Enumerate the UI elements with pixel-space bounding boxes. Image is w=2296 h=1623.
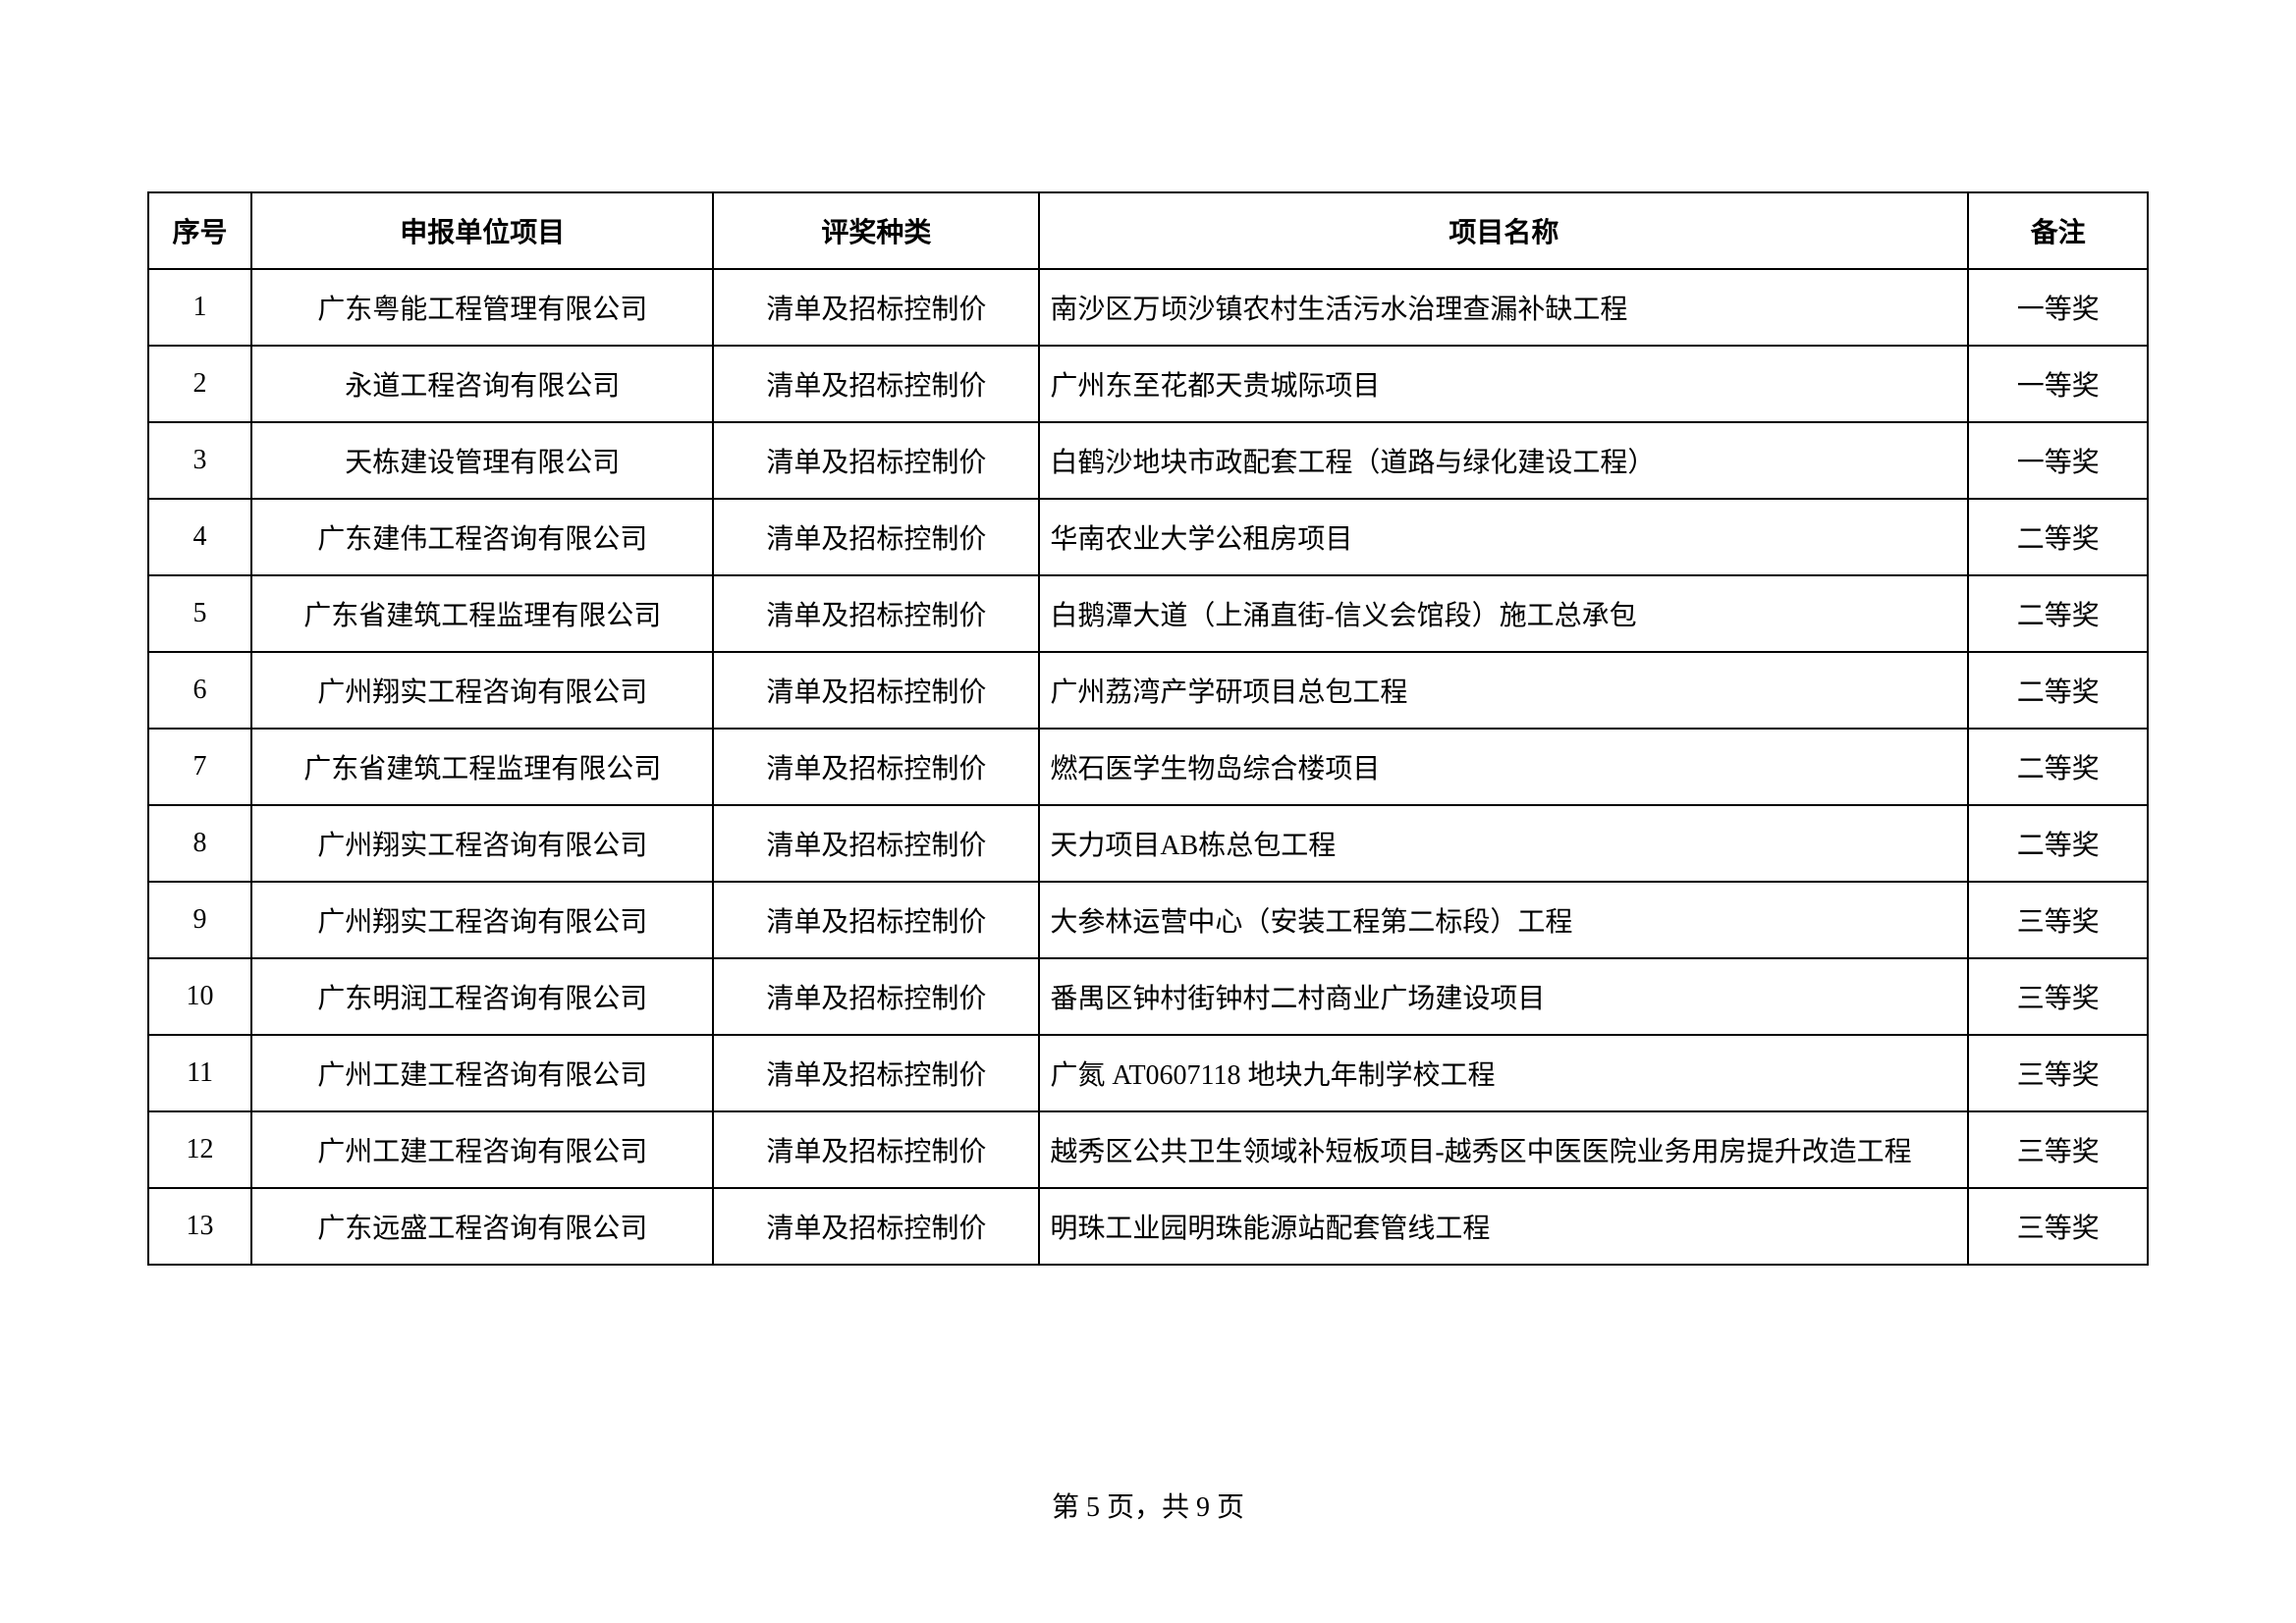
cell-company: 永道工程咨询有限公司 [251, 346, 713, 422]
cell-company: 广州工建工程咨询有限公司 [251, 1111, 713, 1188]
cell-seq: 1 [148, 269, 251, 346]
header-project: 项目名称 [1039, 192, 1968, 269]
cell-remark: 一等奖 [1968, 346, 2148, 422]
cell-remark: 二等奖 [1968, 499, 2148, 575]
cell-company: 广东建伟工程咨询有限公司 [251, 499, 713, 575]
page-container: 序号 申报单位项目 评奖种类 项目名称 备注 1 广东粤能工程管理有限公司 清单… [0, 0, 2296, 1266]
header-remark: 备注 [1968, 192, 2148, 269]
cell-remark: 二等奖 [1968, 805, 2148, 882]
cell-category: 清单及招标控制价 [713, 499, 1039, 575]
cell-project: 白鹅潭大道（上涌直街-信义会馆段）施工总承包 [1039, 575, 1968, 652]
cell-company: 天栋建设管理有限公司 [251, 422, 713, 499]
cell-remark: 二等奖 [1968, 652, 2148, 729]
cell-category: 清单及招标控制价 [713, 269, 1039, 346]
cell-remark: 二等奖 [1968, 575, 2148, 652]
cell-seq: 5 [148, 575, 251, 652]
cell-category: 清单及招标控制价 [713, 575, 1039, 652]
cell-project: 华南农业大学公租房项目 [1039, 499, 1968, 575]
cell-project: 广氮 AT0607118 地块九年制学校工程 [1039, 1035, 1968, 1111]
cell-project: 越秀区公共卫生领域补短板项目-越秀区中医医院业务用房提升改造工程 [1039, 1111, 1968, 1188]
cell-project: 明珠工业园明珠能源站配套管线工程 [1039, 1188, 1968, 1265]
table-row: 1 广东粤能工程管理有限公司 清单及招标控制价 南沙区万顷沙镇农村生活污水治理查… [148, 269, 2148, 346]
cell-project: 南沙区万顷沙镇农村生活污水治理查漏补缺工程 [1039, 269, 1968, 346]
cell-project: 燃石医学生物岛综合楼项目 [1039, 729, 1968, 805]
cell-seq: 10 [148, 958, 251, 1035]
cell-category: 清单及招标控制价 [713, 1111, 1039, 1188]
cell-seq: 11 [148, 1035, 251, 1111]
cell-seq: 12 [148, 1111, 251, 1188]
cell-company: 广东粤能工程管理有限公司 [251, 269, 713, 346]
table-row: 10 广东明润工程咨询有限公司 清单及招标控制价 番禺区钟村街钟村二村商业广场建… [148, 958, 2148, 1035]
cell-category: 清单及招标控制价 [713, 422, 1039, 499]
cell-company: 广州翔实工程咨询有限公司 [251, 882, 713, 958]
cell-category: 清单及招标控制价 [713, 805, 1039, 882]
table-row: 5 广东省建筑工程监理有限公司 清单及招标控制价 白鹅潭大道（上涌直街-信义会馆… [148, 575, 2148, 652]
table-header: 序号 申报单位项目 评奖种类 项目名称 备注 [148, 192, 2148, 269]
table-row: 3 天栋建设管理有限公司 清单及招标控制价 白鹤沙地块市政配套工程（道路与绿化建… [148, 422, 2148, 499]
cell-category: 清单及招标控制价 [713, 1188, 1039, 1265]
cell-seq: 6 [148, 652, 251, 729]
table-row: 4 广东建伟工程咨询有限公司 清单及招标控制价 华南农业大学公租房项目 二等奖 [148, 499, 2148, 575]
table-row: 11 广州工建工程咨询有限公司 清单及招标控制价 广氮 AT0607118 地块… [148, 1035, 2148, 1111]
cell-remark: 一等奖 [1968, 422, 2148, 499]
cell-seq: 2 [148, 346, 251, 422]
cell-company: 广东远盛工程咨询有限公司 [251, 1188, 713, 1265]
cell-company: 广州翔实工程咨询有限公司 [251, 652, 713, 729]
cell-category: 清单及招标控制价 [713, 652, 1039, 729]
cell-seq: 13 [148, 1188, 251, 1265]
table-row: 8 广州翔实工程咨询有限公司 清单及招标控制价 天力项目AB栋总包工程 二等奖 [148, 805, 2148, 882]
cell-remark: 三等奖 [1968, 1035, 2148, 1111]
cell-remark: 三等奖 [1968, 1188, 2148, 1265]
table-header-row: 序号 申报单位项目 评奖种类 项目名称 备注 [148, 192, 2148, 269]
cell-category: 清单及招标控制价 [713, 1035, 1039, 1111]
header-category: 评奖种类 [713, 192, 1039, 269]
cell-company: 广州翔实工程咨询有限公司 [251, 805, 713, 882]
table-row: 13 广东远盛工程咨询有限公司 清单及招标控制价 明珠工业园明珠能源站配套管线工… [148, 1188, 2148, 1265]
cell-category: 清单及招标控制价 [713, 346, 1039, 422]
cell-category: 清单及招标控制价 [713, 729, 1039, 805]
cell-company: 广州工建工程咨询有限公司 [251, 1035, 713, 1111]
table-row: 9 广州翔实工程咨询有限公司 清单及招标控制价 大参林运营中心（安装工程第二标段… [148, 882, 2148, 958]
cell-project: 番禺区钟村街钟村二村商业广场建设项目 [1039, 958, 1968, 1035]
cell-seq: 7 [148, 729, 251, 805]
cell-seq: 3 [148, 422, 251, 499]
cell-project: 天力项目AB栋总包工程 [1039, 805, 1968, 882]
cell-category: 清单及招标控制价 [713, 882, 1039, 958]
cell-remark: 三等奖 [1968, 1111, 2148, 1188]
cell-remark: 三等奖 [1968, 958, 2148, 1035]
awards-table: 序号 申报单位项目 评奖种类 项目名称 备注 1 广东粤能工程管理有限公司 清单… [147, 191, 2149, 1266]
cell-remark: 三等奖 [1968, 882, 2148, 958]
table-row: 7 广东省建筑工程监理有限公司 清单及招标控制价 燃石医学生物岛综合楼项目 二等… [148, 729, 2148, 805]
cell-project: 白鹤沙地块市政配套工程（道路与绿化建设工程） [1039, 422, 1968, 499]
cell-company: 广东明润工程咨询有限公司 [251, 958, 713, 1035]
page-footer: 第 5 页，共 9 页 [0, 1486, 2296, 1525]
cell-project: 广州荔湾产学研项目总包工程 [1039, 652, 1968, 729]
cell-company: 广东省建筑工程监理有限公司 [251, 575, 713, 652]
cell-remark: 一等奖 [1968, 269, 2148, 346]
header-seq: 序号 [148, 192, 251, 269]
cell-project: 大参林运营中心（安装工程第二标段）工程 [1039, 882, 1968, 958]
table-row: 6 广州翔实工程咨询有限公司 清单及招标控制价 广州荔湾产学研项目总包工程 二等… [148, 652, 2148, 729]
cell-seq: 4 [148, 499, 251, 575]
cell-category: 清单及招标控制价 [713, 958, 1039, 1035]
table-row: 2 永道工程咨询有限公司 清单及招标控制价 广州东至花都天贵城际项目 一等奖 [148, 346, 2148, 422]
table-body: 1 广东粤能工程管理有限公司 清单及招标控制价 南沙区万顷沙镇农村生活污水治理查… [148, 269, 2148, 1265]
cell-seq: 8 [148, 805, 251, 882]
cell-company: 广东省建筑工程监理有限公司 [251, 729, 713, 805]
table-row: 12 广州工建工程咨询有限公司 清单及招标控制价 越秀区公共卫生领域补短板项目-… [148, 1111, 2148, 1188]
header-company: 申报单位项目 [251, 192, 713, 269]
cell-remark: 二等奖 [1968, 729, 2148, 805]
cell-seq: 9 [148, 882, 251, 958]
cell-project: 广州东至花都天贵城际项目 [1039, 346, 1968, 422]
